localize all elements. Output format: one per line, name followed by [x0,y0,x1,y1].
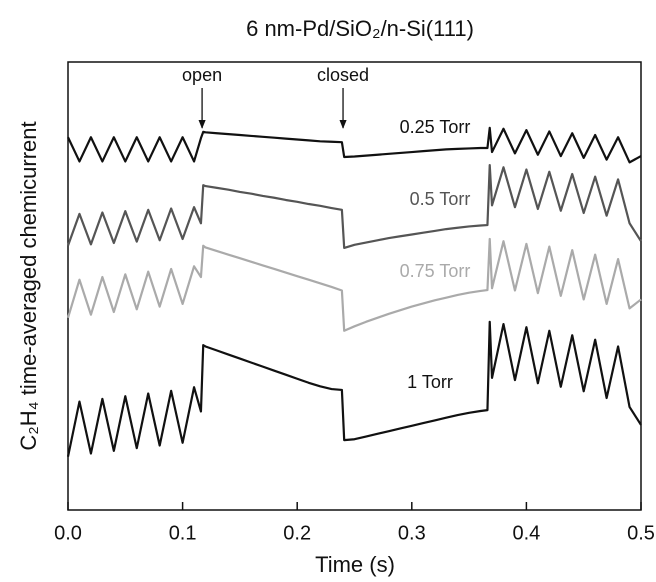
y-axis-label: C₂H₄ time-averaged chemicurrent [16,121,41,450]
annotation-label: open [182,65,222,85]
x-axis-label: Time (s) [315,552,395,577]
series-label: 1 Torr [407,372,453,392]
series-line [66,237,642,332]
series-line [66,163,642,250]
series-line [67,126,642,164]
series-line [66,320,642,457]
plot-frame [67,61,642,511]
series-label: 0.25 Torr [400,117,471,137]
x-tick-label: 0.0 [54,522,82,544]
x-tick-label: 0.3 [398,522,426,544]
x-tick-label: 0.2 [283,522,311,544]
annotation-label: closed [317,65,369,85]
chart-title: 6 nm-Pd/SiO₂/n-Si(111) [246,16,474,41]
series-label: 0.5 Torr [410,189,471,209]
x-tick-label: 0.4 [512,522,540,544]
series-label: 0.75 Torr [400,261,471,281]
x-tick-label: 0.1 [169,522,197,544]
x-tick-label: 0.5 [627,522,655,544]
